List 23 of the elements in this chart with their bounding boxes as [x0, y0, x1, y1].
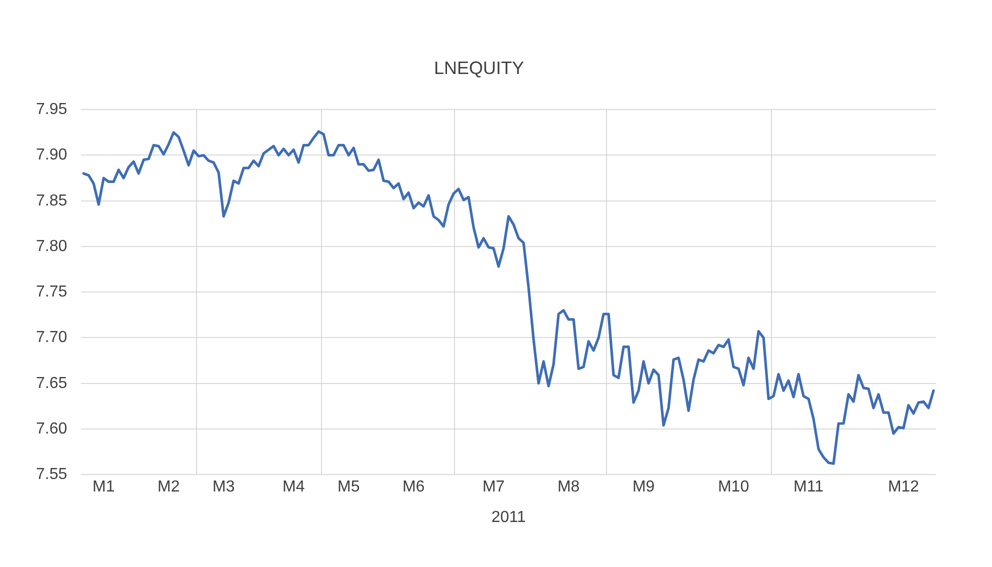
y-tick-label: 7.95 [36, 101, 68, 118]
x-tick-label: M4 [282, 478, 305, 496]
x-tick-label: M5 [337, 478, 360, 496]
chart-title: LNEQUITY [434, 58, 524, 78]
x-axis-title: 2011 [491, 508, 526, 526]
x-tick-label: M11 [794, 478, 824, 496]
x-tick-label: M9 [632, 478, 655, 496]
y-tick-label: 7.75 [36, 284, 68, 301]
x-tick-label: M12 [888, 478, 920, 496]
x-tick-label: M1 [92, 478, 115, 496]
y-tick-label: 7.90 [36, 146, 68, 164]
y-tick-label: 7.65 [36, 374, 68, 392]
x-tick-label: M7 [482, 478, 505, 496]
y-tick-label: 7.80 [36, 238, 68, 255]
x-tick-label: M8 [557, 478, 580, 496]
x-tick-label: M3 [212, 478, 235, 496]
x-tick-label: M6 [402, 478, 425, 496]
y-tick-label: 7.70 [36, 329, 68, 346]
y-tick-label: 7.60 [36, 420, 68, 438]
x-tick-label: M10 [718, 478, 750, 496]
x-tick-label: M2 [158, 478, 180, 496]
y-tick-label: 7.55 [36, 466, 68, 484]
y-tick-label: 7.85 [36, 192, 68, 210]
